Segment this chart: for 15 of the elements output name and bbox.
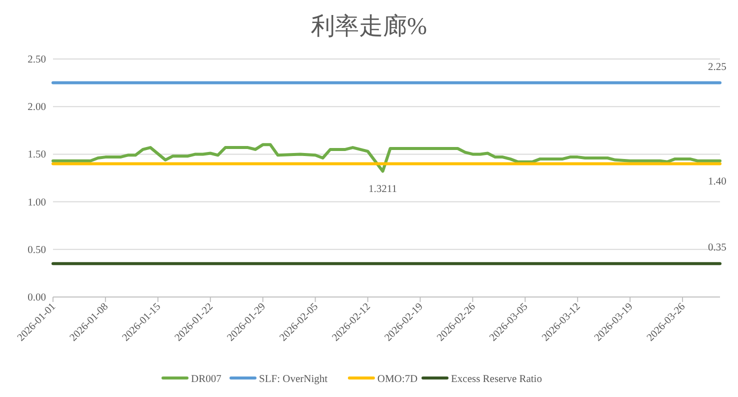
annotation: 0.35: [708, 242, 726, 254]
annotation: 2.25: [708, 62, 726, 73]
annotation: 1.40: [708, 176, 726, 188]
y-tick-label: 0.50: [28, 244, 46, 256]
legend-label: SLF: OverNight: [259, 374, 328, 385]
y-tick-label: 1.00: [28, 197, 46, 208]
legend-label: DR007: [191, 374, 222, 385]
legend-label: Excess Reserve Ratio: [451, 374, 542, 385]
y-tick-label: 2.00: [28, 102, 46, 114]
y-tick-label: 1.50: [28, 150, 46, 161]
legend-label: OMO:7D: [377, 374, 418, 385]
title: 利率走廊%: [311, 14, 427, 40]
y-tick-label: 0.00: [28, 292, 46, 304]
annotation: 1.3211: [368, 184, 398, 196]
y-tick-label: 2.50: [28, 54, 46, 66]
